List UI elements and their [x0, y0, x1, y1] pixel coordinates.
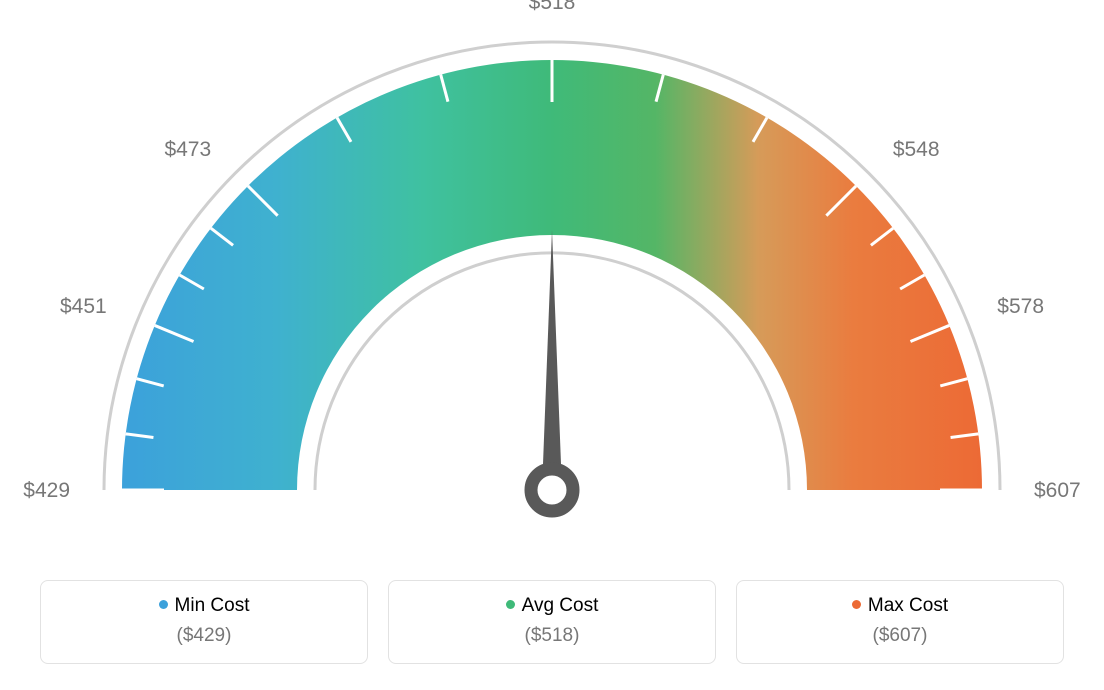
legend-max-title: Max Cost [747, 595, 1053, 617]
legend-card-min: Min Cost ($429) [40, 580, 368, 664]
legend-max-label: Max Cost [868, 595, 948, 616]
legend-avg-title: Avg Cost [399, 595, 705, 617]
gauge-tick-label: $451 [60, 295, 107, 319]
legend-avg-label: Avg Cost [522, 595, 599, 616]
gauge-tick-label: $607 [1034, 479, 1081, 503]
gauge-tick-label: $473 [164, 138, 211, 162]
dot-icon [506, 600, 515, 609]
legend-max-value: ($607) [747, 625, 1053, 647]
gauge-tick-label: $429 [23, 479, 70, 503]
gauge-tick-label: $518 [529, 0, 576, 15]
gauge-svg [52, 10, 1052, 570]
legend-row: Min Cost ($429) Avg Cost ($518) Max Cost… [40, 580, 1064, 664]
legend-min-value: ($429) [51, 625, 357, 647]
dot-icon [159, 600, 168, 609]
gauge-tick-label: $548 [893, 138, 940, 162]
legend-min-title: Min Cost [51, 595, 357, 617]
legend-card-avg: Avg Cost ($518) [388, 580, 716, 664]
dot-icon [852, 600, 861, 609]
legend-card-max: Max Cost ($607) [736, 580, 1064, 664]
gauge-tick-label: $578 [997, 295, 1044, 319]
legend-min-label: Min Cost [175, 595, 250, 616]
gauge-chart: $429 $451 $473 $518 $548 $578 $607 [0, 0, 1104, 560]
legend-avg-value: ($518) [399, 625, 705, 647]
